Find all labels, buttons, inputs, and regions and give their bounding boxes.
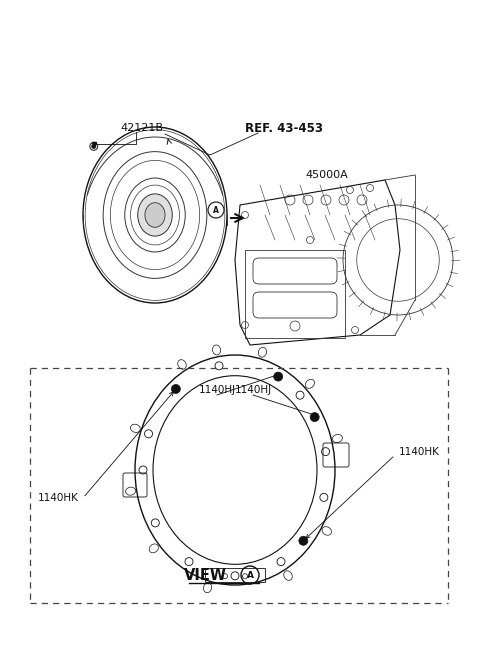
Text: 1140HK: 1140HK [399,447,440,457]
Ellipse shape [138,194,172,236]
Text: VIEW: VIEW [184,567,227,582]
Circle shape [310,413,319,422]
Text: 1140HJ: 1140HJ [234,385,272,395]
Circle shape [144,430,153,438]
Circle shape [171,384,180,394]
Text: A: A [247,571,253,580]
Circle shape [274,372,283,381]
Circle shape [322,447,330,456]
Circle shape [139,466,147,474]
Circle shape [151,519,159,527]
Text: 42121B: 42121B [120,123,163,133]
Circle shape [320,493,328,501]
Circle shape [90,142,98,151]
Circle shape [277,557,285,566]
Circle shape [92,144,96,149]
Circle shape [215,362,223,370]
Circle shape [299,536,308,546]
Circle shape [185,557,193,566]
Text: A: A [213,206,219,215]
Circle shape [296,391,304,399]
Text: 1140HJ: 1140HJ [198,385,236,395]
Circle shape [231,572,239,580]
Text: 45000A: 45000A [305,170,348,180]
Text: 1140HK: 1140HK [38,493,79,503]
Text: REF. 43-453: REF. 43-453 [245,121,323,134]
Ellipse shape [145,202,165,227]
